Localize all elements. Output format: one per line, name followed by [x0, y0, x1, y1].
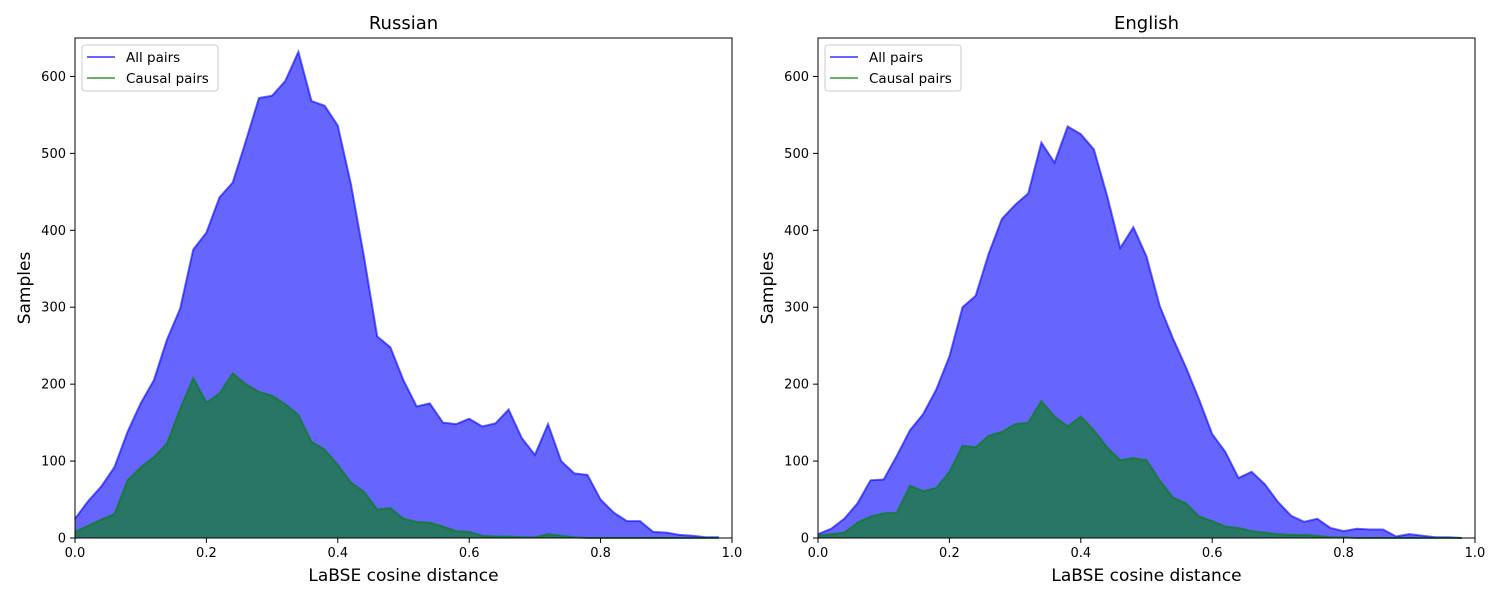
x-tick-label: 0.4	[327, 546, 348, 561]
x-tick-label: 0.0	[808, 546, 829, 561]
x-tick-label: 0.8	[590, 546, 611, 561]
y-tick-label: 100	[41, 455, 66, 470]
y-tick-label: 500	[41, 147, 66, 162]
chart-title: English	[1114, 13, 1179, 34]
series-area-1	[75, 373, 719, 538]
y-tick-label: 200	[784, 378, 809, 393]
y-tick-label: 600	[41, 70, 66, 85]
y-tick-label: 200	[41, 378, 66, 393]
legend-label-0: All pairs	[869, 50, 923, 66]
x-axis-label: LaBSE cosine distance	[308, 566, 498, 586]
y-tick-label: 0	[801, 532, 809, 547]
y-tick-label: 300	[41, 301, 66, 316]
legend-label-1: Causal pairs	[126, 71, 209, 87]
x-tick-label: 0.4	[1070, 546, 1091, 561]
series-line-0	[74, 48, 719, 539]
x-tick-label: 0.6	[1202, 546, 1223, 561]
x-tick-label: 0.8	[1333, 546, 1354, 561]
x-tick-label: 1.0	[1465, 546, 1486, 561]
legend-box	[824, 44, 962, 92]
x-tick-label: 0.0	[65, 546, 86, 561]
y-tick-label: 300	[784, 301, 809, 316]
x-axis-label: LaBSE cosine distance	[1051, 566, 1241, 586]
x-tick-label: 1.0	[722, 546, 743, 561]
x-tick-label: 0.2	[939, 546, 960, 561]
y-axis-label: Samples	[15, 252, 35, 325]
y-tick-label: 100	[784, 455, 809, 470]
chart-title: Russian	[369, 13, 438, 34]
y-tick-label: 400	[41, 224, 66, 239]
x-tick-label: 0.6	[459, 546, 480, 561]
legend-label-0: All pairs	[126, 50, 180, 66]
y-tick-label: 500	[784, 147, 809, 162]
legend-label-1: Causal pairs	[869, 71, 952, 87]
axes-frame	[817, 37, 1476, 539]
x-tick-label: 0.2	[196, 546, 217, 561]
axes-frame	[74, 37, 733, 539]
chart-panel-english: 0.0 0.2 0.4 0.6 0.8 1.0 0 100 200 300 400 500 600 Eng…	[758, 13, 1485, 586]
y-tick-label: 400	[784, 224, 809, 239]
series-area-0	[818, 126, 1462, 539]
series-line-0	[817, 124, 1462, 539]
series-area-1	[818, 401, 1462, 538]
legend-box	[81, 44, 219, 92]
chart-panel-russian: 0.0 0.2 0.4 0.6 0.8 1.0 0 100 200 300 400 500 600 Rus…	[15, 13, 742, 586]
legend: All pairs Causal pairs	[824, 44, 962, 92]
legend: All pairs Causal pairs	[81, 44, 219, 92]
y-tick-label: 0	[58, 532, 66, 547]
y-axis-label: Samples	[758, 252, 778, 325]
y-tick-label: 600	[784, 70, 809, 85]
